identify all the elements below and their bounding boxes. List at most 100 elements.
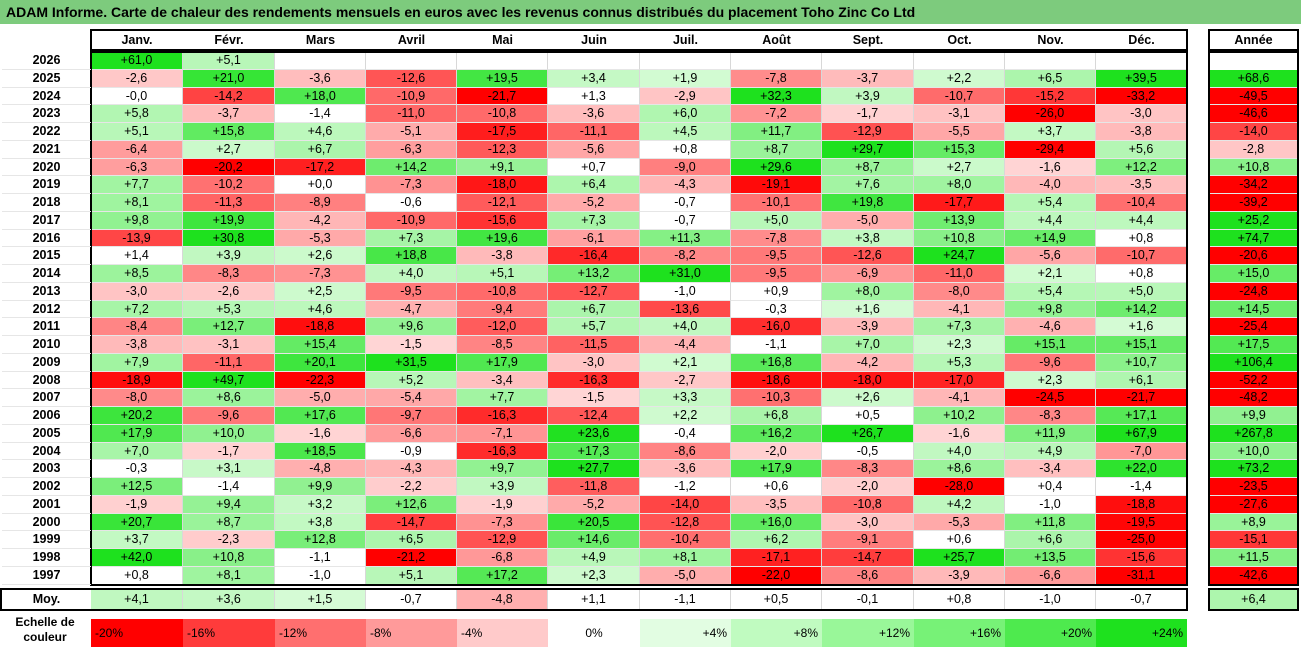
heatmap-cell: -5,0 [822, 211, 914, 230]
heatmap-cell: +9,4 [183, 495, 275, 514]
heatmap-cell: -8,6 [640, 442, 731, 461]
heatmap-cell: -0,7 [640, 211, 731, 230]
annual-cell: -49,5 [1209, 87, 1298, 106]
heatmap-cell: +15,1 [1096, 336, 1187, 354]
heatmap-cell: +7,9 [91, 353, 183, 372]
year-label: 2024 [32, 88, 61, 103]
heatmap-cell: -4,1 [914, 389, 1005, 407]
heatmap-cell: -4,1 [914, 300, 1005, 319]
heatmap-cell [1005, 52, 1096, 70]
year-gridline [2, 157, 91, 159]
heatmap-cell: -5,2 [548, 495, 640, 514]
average-cell: -1,1 [640, 589, 731, 610]
heatmap-cell: +15,1 [1005, 336, 1096, 354]
heatmap-cell: +4,6 [275, 123, 366, 141]
heatmap-cell: +5,3 [183, 300, 275, 319]
heatmap-cell: -11,1 [183, 353, 275, 372]
heatmap-cell: +8,5 [91, 265, 183, 283]
annual-cell: +10,0 [1209, 442, 1298, 461]
year-gridline [2, 459, 91, 461]
heatmap-cell: -4,2 [822, 353, 914, 372]
heatmap-cell: +1,6 [822, 300, 914, 319]
heatmap-cell: +4,2 [914, 495, 1005, 514]
heatmap-cell: -3,4 [1005, 460, 1096, 478]
year-gridline [2, 494, 91, 496]
heatmap-cell: -0,6 [366, 194, 457, 212]
heatmap-cell: +32,3 [731, 87, 822, 106]
year-label: 2017 [32, 212, 61, 227]
heatmap-cell: -3,7 [822, 69, 914, 88]
heatmap-cell: -12,3 [457, 140, 548, 159]
heatmap-cell: -10,4 [1096, 194, 1187, 212]
heatmap-cell: -8,5 [457, 336, 548, 354]
heatmap-cell: +15,4 [275, 336, 366, 354]
heatmap-cell: -13,9 [91, 229, 183, 248]
heatmap-cell: -3,9 [914, 566, 1005, 585]
heatmap-cell: +12,6 [366, 495, 457, 514]
heatmap-cell: -6,8 [457, 549, 548, 567]
heatmap-cell: -1,2 [640, 478, 731, 496]
heatmap-cell: -21,7 [1096, 389, 1187, 407]
heatmap-cell: +2,5 [275, 282, 366, 301]
year-label: 2018 [32, 195, 61, 209]
heatmap-cell: -3,9 [822, 318, 914, 336]
heatmap-cell: +2,7 [914, 158, 1005, 177]
heatmap-cell: +3,1 [183, 460, 275, 478]
year-gridline [2, 441, 91, 443]
heatmap-cell: -31,1 [1096, 566, 1187, 585]
heatmap-cell: +7,7 [91, 176, 183, 194]
heatmap-cell [548, 52, 640, 70]
heatmap-cell: -1,0 [640, 282, 731, 301]
heatmap-cell: +6,1 [1096, 371, 1187, 390]
year-gridline [2, 228, 91, 230]
month-header: Févr. [214, 33, 244, 47]
heatmap-cell: -3,8 [457, 247, 548, 265]
heatmap-cell: +1,9 [640, 69, 731, 88]
heatmap-cell: -9,6 [1005, 353, 1096, 372]
year-label: 1997 [32, 567, 61, 582]
heatmap-cell: -7,3 [457, 513, 548, 532]
heatmap-cell: -8,4 [91, 318, 183, 336]
heatmap-cell: -1,0 [275, 566, 366, 585]
heatmap-cell: -3,5 [731, 495, 822, 514]
heatmap-cell: +0,5 [822, 407, 914, 425]
month-header: Juin [581, 33, 607, 47]
heatmap-cell: -0,3 [91, 460, 183, 478]
heatmap-cell: -16,0 [731, 318, 822, 336]
heatmap-cell: -0,4 [640, 424, 731, 443]
annual-cell: +11,5 [1209, 549, 1298, 567]
year-label: 2011 [32, 319, 61, 334]
heatmap-cell: +0,8 [640, 140, 731, 159]
year-gridline [2, 406, 91, 407]
year-label: 2010 [32, 337, 61, 351]
year-gridline [2, 423, 91, 425]
heatmap-cell [275, 52, 366, 70]
year-label: 2003 [32, 461, 61, 476]
year-label: 2023 [32, 106, 61, 121]
heatmap-cell: +19,9 [183, 211, 275, 230]
color-scale-stop: 0% [548, 619, 640, 647]
year-label: 2001 [32, 496, 61, 511]
year-gridline [2, 175, 91, 177]
year-gridline [2, 370, 91, 372]
year-label: 2000 [32, 514, 61, 529]
year-gridline [2, 548, 91, 549]
annual-cell: +14,5 [1209, 300, 1298, 319]
month-header: Janv. [121, 33, 153, 47]
heatmap-cell: -5,3 [914, 513, 1005, 532]
heatmap-cell: +29,7 [822, 140, 914, 159]
heatmap-cell: -4,7 [366, 300, 457, 319]
heatmap-cell: -0,5 [822, 442, 914, 461]
heatmap-cell: +0,8 [91, 566, 183, 585]
heatmap-cell: +7,6 [822, 176, 914, 194]
heatmap-cell: -6,9 [822, 265, 914, 283]
heatmap-cell: +27,7 [548, 460, 640, 478]
annual-cell: -46,6 [1209, 105, 1298, 123]
annual-cell: -48,2 [1209, 389, 1298, 407]
annual-cell: +73,2 [1209, 460, 1298, 478]
heatmap-cell: +8,0 [914, 176, 1005, 194]
heatmap-cell: -11,0 [914, 265, 1005, 283]
heatmap-cell: +1,4 [91, 247, 183, 265]
heatmap-cell: -9,5 [731, 247, 822, 265]
heatmap-cell: -11,5 [548, 336, 640, 354]
